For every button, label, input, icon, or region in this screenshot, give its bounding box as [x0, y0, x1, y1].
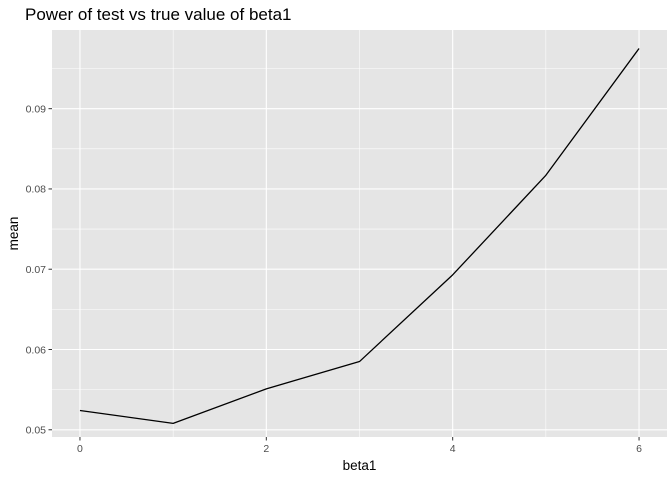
y-tick-label: 0.07 — [26, 264, 47, 276]
x-tick-label: 4 — [450, 443, 456, 455]
y-tick-label: 0.05 — [26, 425, 47, 437]
x-tick-label: 2 — [263, 443, 269, 455]
x-axis-title: beta1 — [343, 458, 377, 473]
major-gridlines — [52, 30, 667, 437]
y-tick-label: 0.06 — [26, 344, 47, 356]
y-tick-label: 0.09 — [26, 103, 47, 115]
x-tick-label: 6 — [636, 443, 642, 455]
y-axis-title: mean — [6, 217, 21, 251]
x-axis: 0 2 4 6 — [77, 437, 642, 455]
y-tick-label: 0.08 — [26, 184, 47, 196]
y-axis: 0.05 0.06 0.07 0.08 0.09 — [26, 103, 52, 437]
chart-title: Power of test vs true value of beta1 — [25, 5, 291, 24]
series-line — [79, 48, 640, 425]
x-tick-label: 0 — [77, 443, 83, 455]
series-layer — [79, 48, 640, 425]
minor-gridlines — [52, 30, 667, 437]
